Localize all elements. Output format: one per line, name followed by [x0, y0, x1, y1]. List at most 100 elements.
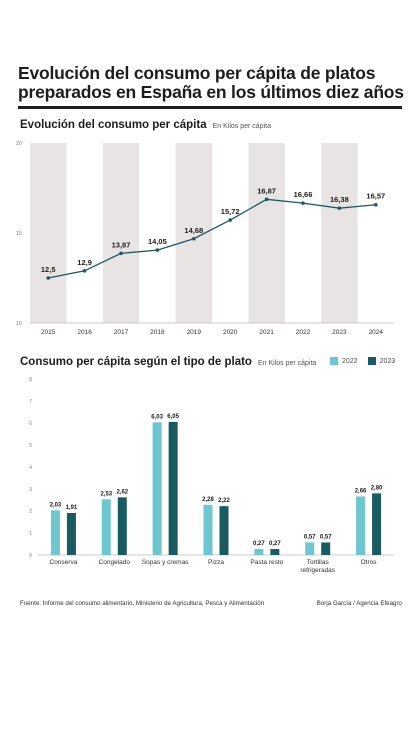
credit-note: Borja García / Agencia Efeagro: [316, 600, 402, 607]
category-label: Pizza: [208, 559, 224, 566]
category-label: Congelado: [99, 559, 131, 566]
line-chart-title: Evolución del consumo per cápita: [20, 119, 207, 131]
category-label: Pasta resto: [250, 559, 283, 566]
x-tick-label: 2024: [369, 329, 384, 336]
category-label: Sopas y cremas: [142, 559, 189, 566]
y-tick-label: 10: [16, 321, 22, 327]
bar-value-label: 2,53: [100, 491, 112, 497]
line-chart: 10 15 20 2015 2016 2017 2018 2019 2020 2021 2022 20…: [16, 141, 394, 336]
bar-chart-subtitle: En Kilos per cápita: [257, 360, 317, 367]
bar-value-label: 0,57: [320, 534, 332, 540]
line-chart-heading: Evolución del consumo per cápita En Kilos…: [20, 119, 271, 131]
legend-item-2022: 2022: [330, 357, 358, 365]
y-tick-label: 2: [29, 509, 32, 515]
bar-2022: [305, 542, 315, 555]
line-chart-subtitle: En Kilos per cápita: [212, 123, 271, 130]
y-tick-label: 1: [29, 531, 32, 537]
data-point: [46, 276, 50, 280]
data-point: [82, 269, 87, 273]
data-label: 16,38: [330, 195, 349, 204]
legend-item-2023: 2023: [367, 357, 396, 365]
bar-2023: [372, 493, 382, 555]
grid-band: [321, 143, 358, 323]
bar-2023: [219, 506, 229, 555]
grid-band: [30, 143, 67, 323]
bar-chart-legend: 2022 2023: [330, 357, 395, 365]
bar-2023: [168, 421, 178, 555]
x-tick-label: 2015: [41, 329, 56, 336]
legend-label-2022: 2022: [342, 357, 358, 365]
x-tick-label: 2016: [77, 329, 92, 336]
bar-value-label: 2,62: [116, 489, 128, 495]
y-tick-label: 4: [29, 465, 32, 471]
bar-value-label: 0,57: [304, 534, 316, 540]
y-tick-label: 8: [29, 377, 32, 383]
bar-value-label: 6,05: [167, 414, 179, 420]
y-tick-label: 7: [29, 399, 32, 405]
data-point: [301, 201, 305, 205]
page-title: Evolución del consumo per cápita de plat…: [18, 63, 404, 102]
y-tick-label: 15: [16, 231, 22, 237]
bar-chart-title: Consumo per cápita según el tipo de plat…: [20, 356, 252, 368]
data-label: 12,9: [77, 258, 92, 267]
series-line: [48, 198, 376, 279]
bar-value-label: 2,66: [355, 488, 367, 494]
bar-2022: [254, 549, 264, 555]
bar-value-label: 2,03: [50, 502, 62, 508]
bar-chart-heading: Consumo per cápita según el tipo de plat…: [20, 356, 316, 368]
data-point: [337, 206, 342, 210]
y-tick-label: 3: [29, 487, 32, 493]
bar-value-label: 1,91: [66, 505, 78, 511]
title-rule: [18, 106, 402, 109]
bar-value-label: 0,27: [253, 541, 265, 547]
grid-band: [102, 143, 140, 323]
bar-2023: [117, 497, 127, 555]
bar-2023: [66, 512, 76, 555]
bar-value-label: 2,22: [218, 498, 230, 504]
bar-value-label: 2,28: [202, 497, 214, 503]
grid-band: [248, 143, 285, 323]
data-point: [374, 202, 378, 207]
data-label: 13,87: [112, 240, 131, 249]
category-label: Conserva: [50, 559, 78, 566]
legend-swatch-2023: [367, 357, 376, 365]
bar-value-label: 2,80: [371, 485, 383, 491]
y-tick-label: 20: [16, 141, 22, 147]
x-tick-label: 2019: [187, 329, 202, 336]
source-note: Fuente: Informe del consumo alimentario,…: [20, 600, 265, 607]
bar-2022: [101, 499, 111, 555]
legend-swatch-2022: [330, 357, 338, 365]
bar-2023: [270, 549, 280, 555]
legend-label-2023: 2023: [379, 357, 396, 365]
category-label: refrigeradas: [300, 567, 335, 574]
data-point: [228, 218, 232, 222]
data-label: 14,68: [184, 226, 203, 235]
y-tick-label: 0: [29, 553, 32, 559]
bar-value-label: 0,27: [269, 541, 281, 547]
bar-2022: [50, 510, 60, 555]
data-label: 16,87: [257, 186, 276, 195]
bar-2022: [203, 504, 213, 555]
bar-value-label: 6,03: [151, 414, 163, 420]
data-label: 16,66: [294, 190, 313, 199]
x-tick-label: 2021: [259, 329, 274, 336]
bar-2022: [356, 496, 366, 555]
data-label: 16,57: [366, 192, 385, 201]
data-label: 12,5: [41, 265, 56, 274]
y-tick-label: 6: [29, 421, 32, 427]
data-point: [264, 197, 269, 202]
data-label: 15,72: [221, 207, 240, 216]
x-tick-label: 2022: [296, 329, 311, 336]
bar-2022: [152, 422, 162, 555]
y-tick-label: 5: [29, 443, 32, 449]
category-label: Tortillas: [307, 559, 330, 566]
x-tick-label: 2020: [223, 329, 238, 336]
x-tick-label: 2018: [150, 329, 165, 336]
data-label: 14,05: [148, 237, 167, 246]
bar-chart: 0 1 2 3 4 5 6 7 8 2,03 1,91 Conserva 2,53 2,62 Congela…: [29, 377, 394, 574]
x-tick-label: 2023: [332, 329, 347, 336]
x-tick-label: 2017: [114, 329, 129, 336]
data-point: [119, 251, 123, 256]
data-point: [155, 248, 160, 252]
data-point: [192, 236, 196, 241]
